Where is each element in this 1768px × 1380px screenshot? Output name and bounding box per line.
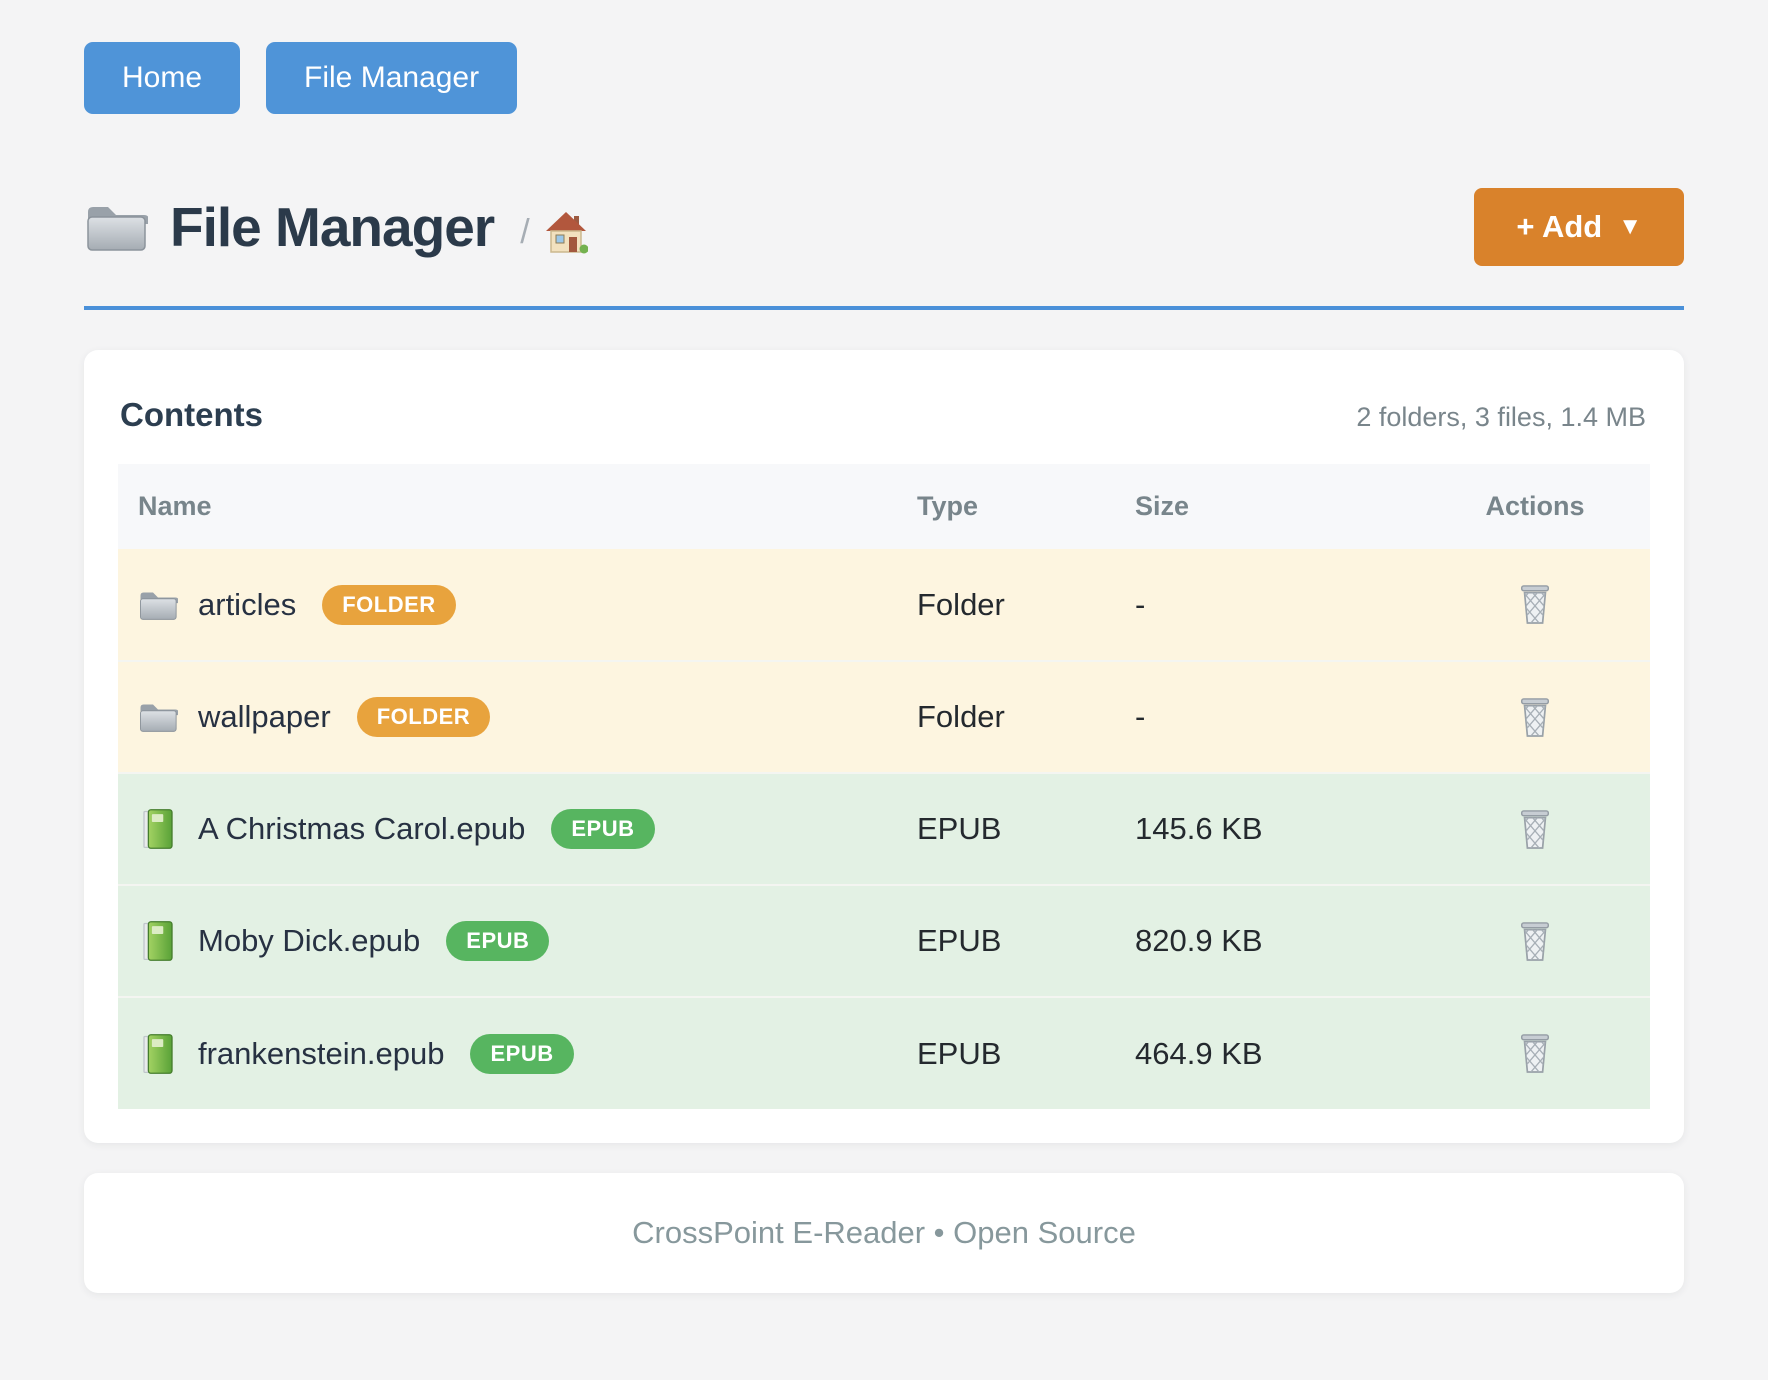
breadcrumb-separator: /: [520, 212, 530, 251]
file-name-link[interactable]: wallpaper: [198, 699, 331, 734]
folder-icon: [84, 200, 148, 254]
home-button[interactable]: Home: [84, 42, 241, 114]
epub-badge: EPUB: [551, 809, 655, 849]
table-row-moby-dick[interactable]: Moby Dick.epub EPUB EPUB 820.9 KB: [118, 885, 1650, 997]
column-header-actions: Actions: [1420, 464, 1650, 549]
table-row-christmas-carol[interactable]: A Christmas Carol.epub EPUB EPUB 145.6 K…: [118, 773, 1650, 885]
contents-card: Contents 2 folders, 3 files, 1.4 MB Name…: [84, 350, 1684, 1143]
green-book-icon: [138, 808, 178, 850]
table-header-row: Name Type Size Actions: [118, 464, 1650, 549]
green-book-icon: [138, 1033, 178, 1075]
folder-badge: FOLDER: [356, 697, 491, 737]
wastebasket-icon: [1516, 583, 1554, 625]
add-button[interactable]: + Add ▼: [1474, 188, 1684, 266]
file-name-link[interactable]: frankenstein.epub: [198, 1035, 445, 1071]
size-cell: 145.6 KB: [1135, 811, 1263, 846]
epub-badge: EPUB: [446, 921, 550, 961]
title-underline: [84, 306, 1684, 310]
page-title: File Manager: [170, 196, 495, 258]
epub-badge: EPUB: [470, 1033, 574, 1074]
delete-button[interactable]: [1512, 1028, 1558, 1078]
home-breadcrumb-icon[interactable]: [544, 211, 588, 255]
type-cell: Folder: [917, 699, 1005, 734]
folder-icon: [138, 587, 178, 623]
column-header-name: Name: [118, 464, 917, 549]
top-nav: Home File Manager: [84, 42, 1684, 114]
size-cell: -: [1135, 586, 1146, 622]
wastebasket-icon: [1516, 808, 1554, 850]
wastebasket-icon: [1516, 696, 1554, 738]
type-cell: EPUB: [917, 811, 1002, 846]
chevron-down-icon: ▼: [1618, 213, 1642, 240]
size-cell: -: [1135, 699, 1146, 734]
add-button-label: + Add: [1516, 209, 1603, 244]
column-header-size: Size: [1135, 464, 1420, 549]
delete-button[interactable]: [1512, 916, 1558, 966]
delete-button[interactable]: [1512, 804, 1558, 854]
file-name-link[interactable]: A Christmas Carol.epub: [198, 811, 526, 846]
table-row-frankenstein[interactable]: frankenstein.epub EPUB EPUB 464.9 KB: [118, 997, 1650, 1109]
delete-button[interactable]: [1512, 692, 1558, 742]
delete-button[interactable]: [1512, 579, 1558, 629]
table-row-articles[interactable]: articles FOLDER Folder -: [118, 549, 1650, 661]
contents-heading: Contents: [120, 396, 263, 433]
folder-icon: [138, 699, 178, 735]
table-row-wallpaper[interactable]: wallpaper FOLDER Folder -: [118, 661, 1650, 773]
type-cell: Folder: [917, 586, 1005, 622]
folder-badge: FOLDER: [322, 584, 456, 625]
wastebasket-icon: [1516, 920, 1554, 962]
contents-summary: 2 folders, 3 files, 1.4 MB: [1356, 402, 1646, 432]
column-header-type: Type: [917, 464, 1135, 549]
footer-text: CrossPoint E-Reader • Open Source: [632, 1215, 1136, 1250]
file-table: Name Type Size Actions articles FOLDER F…: [118, 464, 1650, 1109]
page-header: File Manager / + Add ▼: [84, 188, 1684, 266]
page: Home File Manager File Manager / + Add ▼…: [84, 0, 1684, 1293]
size-cell: 464.9 KB: [1135, 1035, 1263, 1071]
green-book-icon: [138, 920, 178, 962]
contents-card-header: Contents 2 folders, 3 files, 1.4 MB: [118, 384, 1650, 434]
file-name-link[interactable]: Moby Dick.epub: [198, 923, 421, 958]
type-cell: EPUB: [917, 1035, 1002, 1071]
footer: CrossPoint E-Reader • Open Source: [84, 1173, 1684, 1293]
file-name-link[interactable]: articles: [198, 586, 297, 622]
size-cell: 820.9 KB: [1135, 923, 1263, 958]
file-manager-button[interactable]: File Manager: [266, 42, 518, 114]
wastebasket-icon: [1516, 1032, 1554, 1074]
type-cell: EPUB: [917, 923, 1002, 958]
